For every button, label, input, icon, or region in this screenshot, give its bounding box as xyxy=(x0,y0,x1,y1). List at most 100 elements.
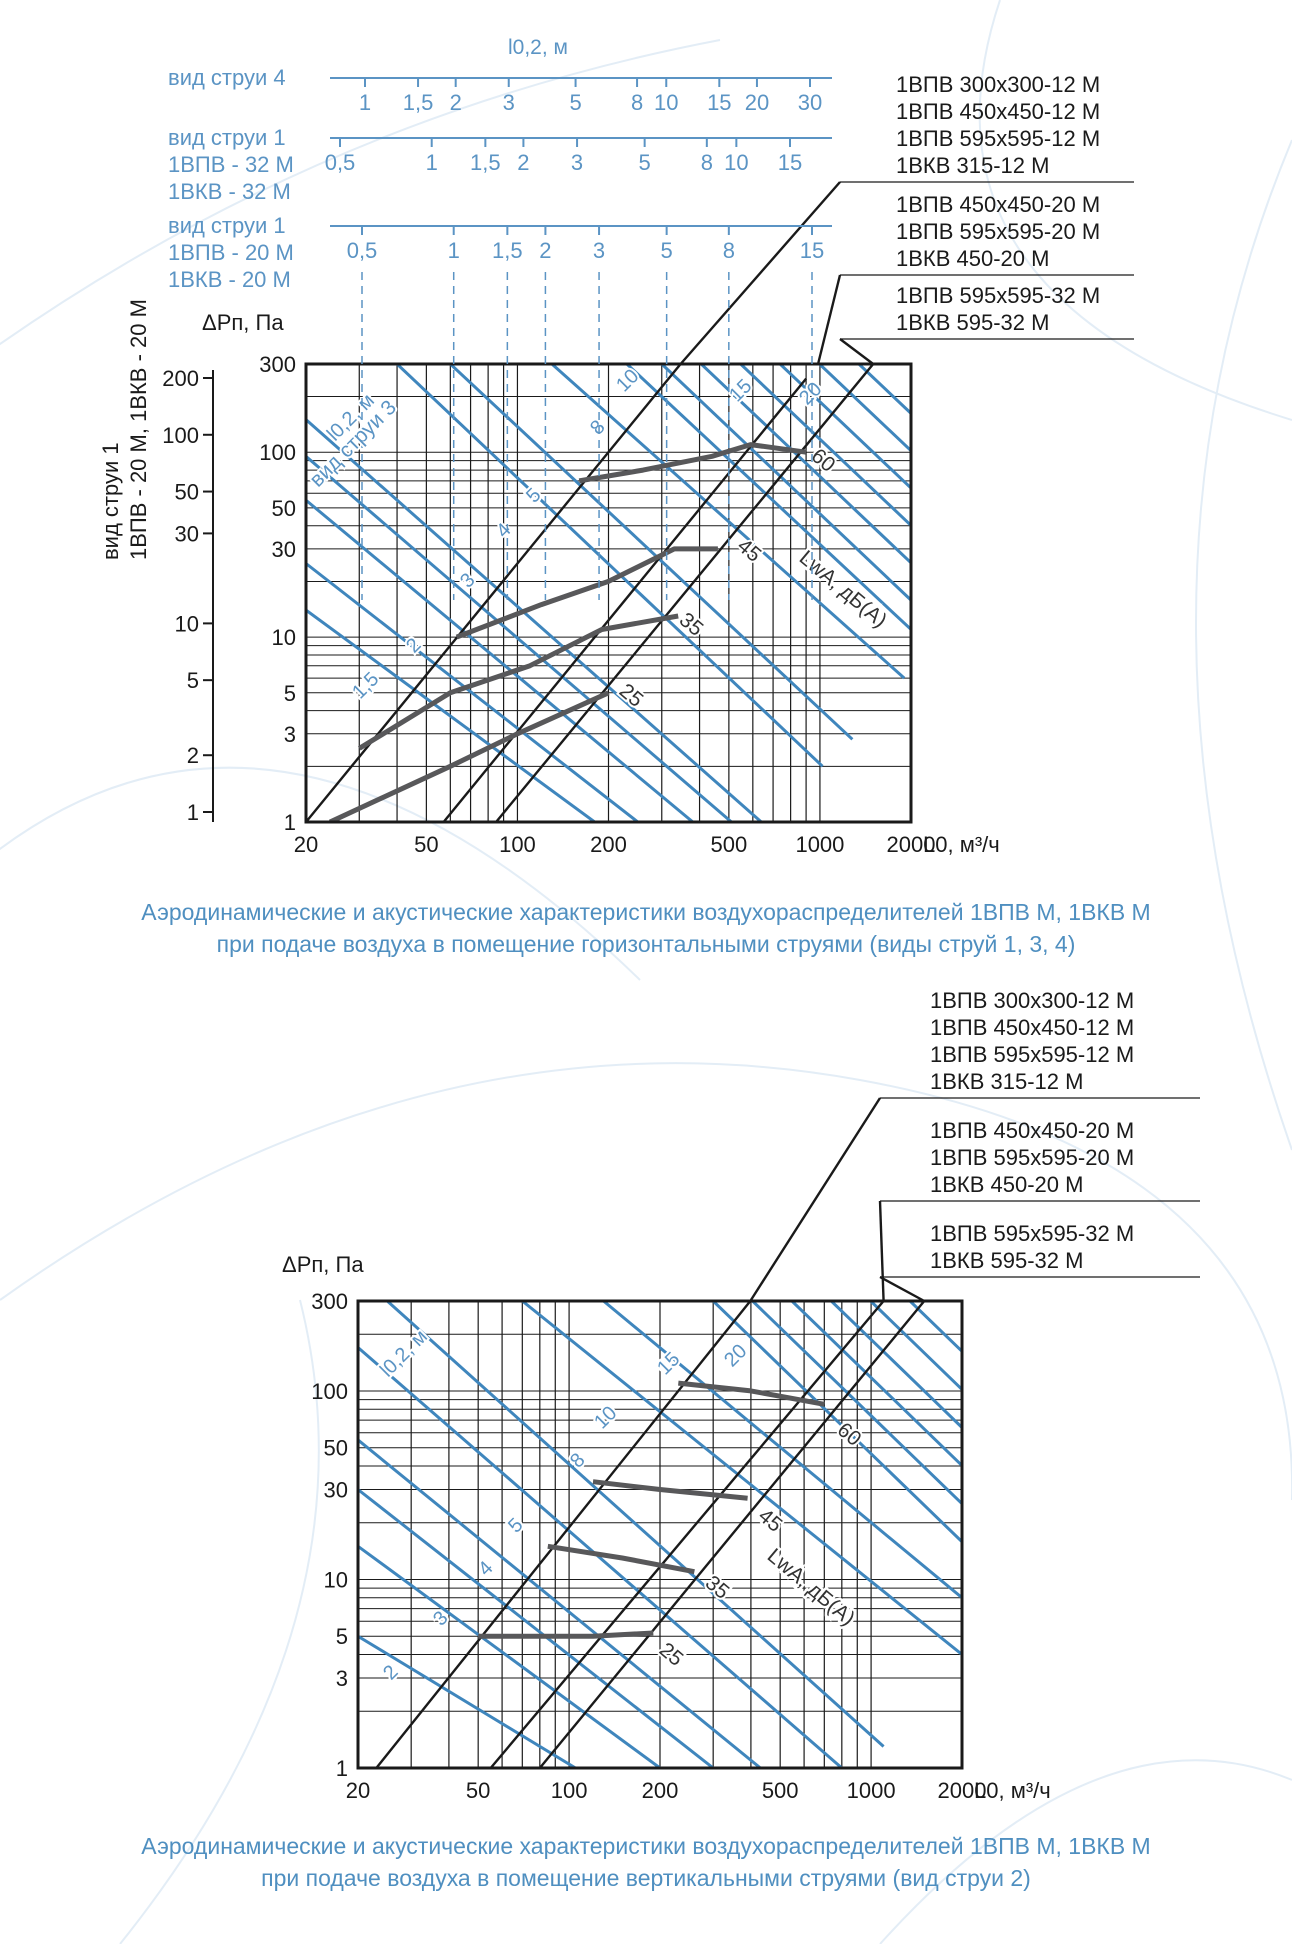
legend-leader xyxy=(749,1097,882,1302)
x-tick-label: 20 xyxy=(346,1778,370,1803)
x-tick-label: 1000 xyxy=(795,832,844,857)
side-axis-tick-label: 1 xyxy=(187,800,199,825)
noise-curve xyxy=(357,613,679,751)
scale-label: вид струи 1 xyxy=(168,125,286,150)
noise-curve xyxy=(328,690,610,822)
scale-tick-label: 0,5 xyxy=(347,238,378,263)
noise-curve xyxy=(592,1479,748,1501)
legend-leader xyxy=(816,274,842,365)
scale-tick-label: 2 xyxy=(450,90,462,115)
throw-line xyxy=(306,608,596,822)
throw-line xyxy=(358,1488,715,1768)
throw-line-extra xyxy=(739,364,911,527)
series-line xyxy=(442,377,808,822)
x-axis-title: L0, м³/ч xyxy=(923,832,1000,857)
noise-axis-title: LwA, дБ(А) xyxy=(763,1544,859,1630)
y-tick-label: 30 xyxy=(324,1478,348,1503)
y-tick-label: 1 xyxy=(284,810,296,835)
scale-tick-label: 3 xyxy=(571,150,583,175)
scale-tick-label: 3 xyxy=(503,90,515,115)
scale-label: 1ВКВ - 20 М xyxy=(168,267,291,292)
legend-entry: 1ВПВ 595х595-20 М xyxy=(896,219,1100,244)
x-tick-label: 50 xyxy=(414,832,438,857)
scale-tick-label: 15 xyxy=(707,90,731,115)
scale-label: вид струи 4 xyxy=(168,65,286,90)
noise-curve-label: 35 xyxy=(701,1571,734,1604)
x-tick-label: 500 xyxy=(711,832,748,857)
x-tick-label: 20 xyxy=(294,832,318,857)
scale-tick-label: 1 xyxy=(426,150,438,175)
throw-line-label: 2 xyxy=(379,1661,402,1684)
legend-entry: 1ВПВ 300х300-12 М xyxy=(930,988,1134,1013)
x-tick-label: 50 xyxy=(466,1778,490,1803)
y-axis-title: ΔPп, Па xyxy=(282,1252,364,1277)
y-axis-title: ΔPп, Па xyxy=(202,310,284,335)
plot-frame xyxy=(304,362,913,824)
throw-line-label: 10 xyxy=(590,1402,621,1433)
scale-label: вид струи 1 xyxy=(168,213,286,238)
throw-line xyxy=(306,562,639,822)
legend-entry: 1ВПВ 595х595-32 М xyxy=(930,1221,1134,1246)
scale-tick-label: 20 xyxy=(745,90,769,115)
y-tick-label: 50 xyxy=(324,1436,348,1461)
scale-tick-label: 15 xyxy=(800,238,824,263)
x-tick-label: 2000 xyxy=(887,832,936,857)
throw-line-label: 15 xyxy=(653,1348,684,1379)
throw-line xyxy=(625,364,911,631)
throw-line xyxy=(358,1545,661,1768)
noise-curve xyxy=(678,1380,825,1407)
legend-leader xyxy=(839,338,874,365)
x-tick-label: 200 xyxy=(642,1778,679,1803)
legend-leader xyxy=(679,181,841,365)
throw-line-label: 1,5 xyxy=(348,668,383,703)
series-line xyxy=(306,364,683,822)
y-tick-label: 3 xyxy=(336,1666,348,1691)
throw-line-label: 15 xyxy=(725,375,756,406)
legend-entry: 1ВКВ 315-12 М xyxy=(896,153,1049,178)
caption-line-2: при подаче воздуха в помещение вертикаль… xyxy=(261,1865,1031,1891)
x-tick-label: 100 xyxy=(551,1778,588,1803)
series-line xyxy=(538,1301,926,1768)
y-tick-label: 300 xyxy=(259,352,296,377)
legend-entry: 1ВПВ 595х595-20 М xyxy=(930,1145,1134,1170)
legend-entry: 1ВКВ 450-20 М xyxy=(930,1172,1083,1197)
scale-tick-label: 8 xyxy=(701,150,713,175)
y-tick-label: 1 xyxy=(336,1756,348,1781)
noise-curve-label: 25 xyxy=(615,679,648,712)
side-axis-tick-label: 30 xyxy=(175,521,199,546)
throw-line-label: 10 xyxy=(612,365,643,396)
x-axis-title: L0, м³/ч xyxy=(974,1778,1051,1803)
noise-axis-title: LwA, дБ(А) xyxy=(795,546,891,632)
legend-leader xyxy=(879,1275,925,1303)
plot-area xyxy=(306,364,911,822)
scale-tick-label: 5 xyxy=(661,238,673,263)
series-line xyxy=(489,1301,885,1768)
throw-line-extra xyxy=(700,364,911,564)
series-line xyxy=(495,364,875,822)
noise-curve xyxy=(578,442,807,484)
noise-curve xyxy=(455,546,718,640)
scale-tick-label: 1,5 xyxy=(403,90,434,115)
y-tick-label: 3 xyxy=(284,722,296,747)
scale-tick-label: 2 xyxy=(539,238,551,263)
scale-tick-label: 10 xyxy=(654,90,678,115)
throw-line xyxy=(358,1438,762,1768)
scale-tick-label: 5 xyxy=(569,90,581,115)
legend-entry: 1ВПВ 595х595-12 М xyxy=(930,1042,1134,1067)
y-tick-label: 100 xyxy=(259,440,296,465)
scale-label: 1ВПВ - 32 М xyxy=(168,152,294,177)
side-axis-tick-label: 5 xyxy=(187,668,199,693)
throw-line-extra xyxy=(660,364,911,602)
throw-line-extra xyxy=(818,364,911,452)
throw-line-extra xyxy=(751,1301,962,1505)
scale-tick-label: 5 xyxy=(639,150,651,175)
throw-line-extra xyxy=(712,1301,962,1543)
scale-tick-label: 30 xyxy=(798,90,822,115)
noise-curve xyxy=(547,1543,695,1575)
legend-entry: 1ВКВ 595-32 М xyxy=(896,310,1049,335)
noise-curve-label: 35 xyxy=(675,608,708,641)
x-tick-label: 500 xyxy=(762,1778,799,1803)
plot-frame xyxy=(356,1299,964,1770)
